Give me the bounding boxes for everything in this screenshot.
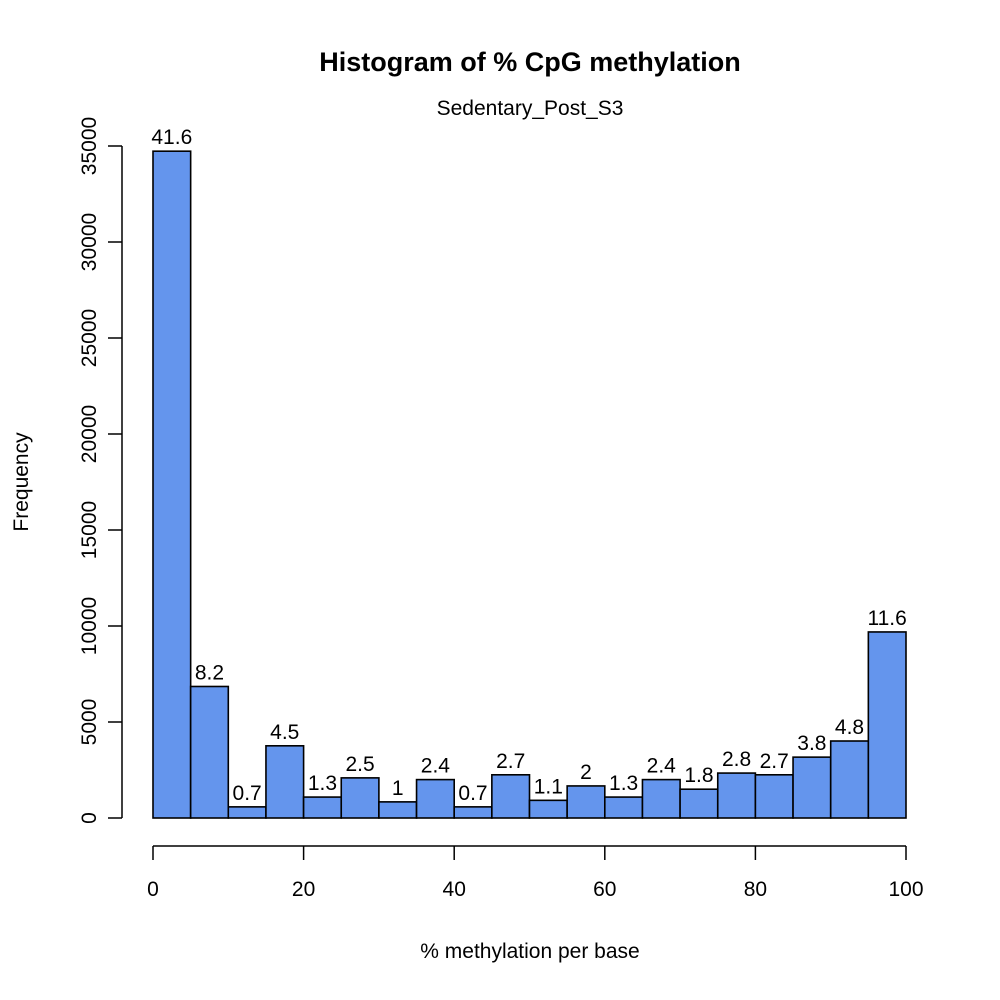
histogram-bar — [641, 778, 681, 819]
bar-value-label: 1.8 — [684, 764, 713, 787]
bar-value-label: 1.1 — [534, 775, 563, 798]
bar-value-label: 4.5 — [270, 721, 299, 744]
bar-value-label: 2.8 — [722, 748, 751, 771]
x-tick-label: 60 — [593, 878, 616, 901]
bars-group — [152, 150, 907, 819]
bar-value-label: 2.7 — [760, 750, 789, 773]
bar-value-label: 8.2 — [195, 661, 224, 684]
histogram-bar — [716, 772, 757, 819]
x-axis-label: % methylation per base — [420, 940, 639, 963]
histogram-bar — [566, 785, 606, 819]
chart-subtitle: Sedentary_Post_S3 — [437, 97, 624, 120]
bar-value-label: 1.3 — [308, 772, 337, 795]
histogram-bar — [754, 773, 794, 819]
histogram-bar — [603, 796, 644, 819]
bar-value-label: 2.4 — [421, 755, 451, 778]
bar-value-label: 1 — [392, 777, 404, 800]
histogram-bar — [340, 777, 380, 819]
y-tick-label: 25000 — [78, 309, 101, 367]
bar-value-label: 2 — [580, 761, 592, 784]
bar-value-label: 2.7 — [496, 750, 525, 773]
y-tick-label: 15000 — [78, 501, 101, 559]
x-tick-label: 40 — [443, 878, 466, 901]
y-tick-label: 20000 — [78, 405, 101, 463]
bar-value-label: 41.6 — [151, 126, 192, 149]
bar-value-label: 0.7 — [233, 782, 262, 805]
x-axis: 0 20 40 60 80 100 — [147, 845, 924, 901]
histogram-bar — [265, 745, 305, 819]
histogram-bar — [453, 806, 493, 819]
histogram-bar — [491, 773, 531, 819]
histogram-bar — [792, 756, 832, 819]
y-axis: 0 5000 10000 15000 20000 25000 30000 35000 — [78, 117, 123, 824]
bar-value-label: 11.6 — [868, 607, 907, 630]
bar-value-label: 4.8 — [835, 716, 864, 739]
histogram-bar — [227, 806, 267, 819]
x-tick-label: 20 — [292, 878, 315, 901]
x-tick-label: 100 — [888, 878, 923, 901]
histogram-bar — [867, 631, 907, 819]
x-tick-label: 80 — [744, 878, 767, 901]
bar-value-label: 2.4 — [647, 755, 677, 778]
histogram-bar — [189, 685, 230, 819]
histogram-bar — [302, 796, 343, 819]
histogram-bar — [378, 801, 418, 819]
bar-labels-group: 41.6 8.2 0.7 4.5 1.3 2.5 1 2.4 0.7 2.7 1.1 2 1.3 2.4 1… — [151, 126, 906, 805]
bar-value-label: 1.3 — [609, 772, 638, 795]
histogram-bar — [829, 740, 870, 819]
histogram-bar — [528, 799, 568, 819]
y-tick-label: 5000 — [78, 699, 101, 746]
histogram-bar — [415, 778, 455, 819]
chart-title: Histogram of % CpG methylation — [319, 47, 741, 77]
y-tick-label: 0 — [78, 812, 101, 824]
y-tick-label: 30000 — [78, 213, 101, 271]
bar-value-label: 0.7 — [458, 782, 487, 805]
x-tick-label: 0 — [147, 878, 159, 901]
bar-value-label: 3.8 — [797, 732, 826, 755]
histogram-bar — [679, 788, 719, 819]
bar-value-label: 2.5 — [345, 753, 374, 776]
y-tick-label: 10000 — [78, 597, 101, 655]
y-tick-label: 35000 — [78, 117, 101, 175]
histogram-bar — [152, 150, 192, 819]
y-axis-label: Frequency — [10, 432, 33, 532]
